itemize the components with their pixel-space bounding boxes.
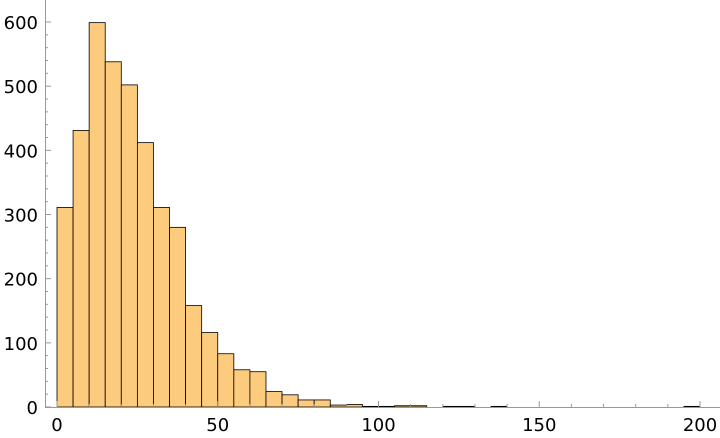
x-tick-label: 50 xyxy=(206,415,229,436)
histogram-bar xyxy=(394,405,412,408)
histogram-bar xyxy=(281,394,299,408)
x-tick-label: 0 xyxy=(51,415,62,436)
histogram-bar xyxy=(169,226,187,408)
histogram-bar xyxy=(329,404,347,408)
histogram-bar xyxy=(72,130,90,408)
y-tick-label: 600 xyxy=(4,13,38,34)
histogram-bar xyxy=(249,371,267,408)
histogram-bar xyxy=(362,405,379,408)
y-tick-label: 500 xyxy=(4,77,38,98)
histogram-bar xyxy=(265,391,283,408)
histogram-bar xyxy=(120,84,138,408)
histogram-bar xyxy=(153,207,170,408)
histogram-bar xyxy=(185,305,203,408)
histogram-bar xyxy=(378,405,395,408)
histogram-bar xyxy=(233,369,251,408)
histogram-bar xyxy=(410,405,428,408)
histogram-bar xyxy=(201,332,219,408)
histogram-bar xyxy=(345,404,363,408)
histogram-bar xyxy=(104,61,122,408)
x-tick-label: 150 xyxy=(522,415,556,436)
histogram-bar xyxy=(136,142,154,408)
histogram-bar xyxy=(297,399,315,408)
histogram-bar xyxy=(683,405,701,408)
histogram-bar xyxy=(313,399,331,408)
x-tick-label: 100 xyxy=(361,415,395,436)
histogram-bar xyxy=(56,207,74,408)
y-tick-label: 0 xyxy=(27,398,38,419)
y-tick-label: 200 xyxy=(4,270,38,291)
bars-layer xyxy=(56,22,701,408)
histogram-bar xyxy=(490,405,508,408)
x-tick-label: 200 xyxy=(683,415,717,436)
histogram-bar xyxy=(442,405,460,408)
tick-labels-layer: 0 50 100 150 200 0 100 200 300 400 500 600 xyxy=(4,13,718,436)
histogram-bar xyxy=(88,22,106,408)
histogram-bar xyxy=(217,353,235,408)
y-tick-label: 300 xyxy=(4,206,38,227)
y-tick-label: 100 xyxy=(4,334,38,355)
y-tick-label: 400 xyxy=(4,141,38,162)
histogram-bar xyxy=(458,405,476,408)
axes-layer xyxy=(45,0,720,408)
